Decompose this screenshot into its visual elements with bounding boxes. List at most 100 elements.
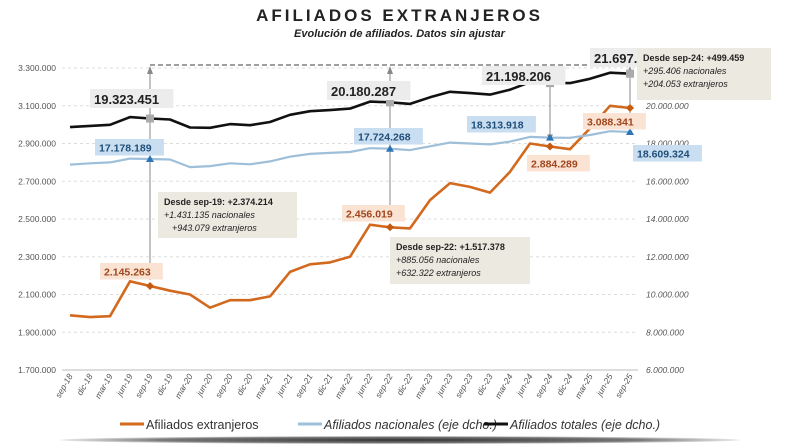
x-tick-label: sep-18	[53, 372, 75, 400]
annotation-text: +1.431.135 nacionales	[164, 210, 255, 220]
series-line-nacionales	[69, 130, 631, 169]
data-label-bg	[482, 66, 566, 85]
data-label-extranjeros: 2.884.289	[531, 159, 578, 171]
data-label-bg	[583, 113, 646, 130]
data-label-bg	[467, 116, 536, 133]
right-tick-label: 8.000.000	[646, 327, 684, 337]
right-tick-label: 18.000.000	[646, 139, 689, 149]
annotation-box	[637, 48, 771, 100]
x-tick-label: sep-25	[613, 372, 635, 400]
data-label-bg	[354, 128, 423, 145]
marker-extranjeros	[146, 281, 154, 290]
right-tick-label: 14.000.000	[646, 214, 689, 224]
left-tick-label: 3.300.000	[18, 63, 56, 73]
x-tick-label: sep-19	[133, 372, 155, 400]
marker-nacionales	[626, 127, 634, 135]
annotation-box	[158, 192, 297, 238]
data-label-nacionales: 18.609.324	[637, 149, 690, 161]
marker-extranjeros	[626, 103, 634, 112]
chart-subtitle: Evolución de afiliados. Datos sin ajusta…	[294, 28, 505, 40]
x-tick-label: dic-18	[74, 372, 94, 397]
x-tick-label: jun-25	[594, 372, 615, 399]
legend-label: Afiliados nacionales (eje dcho.)	[323, 418, 497, 432]
annotation-text: Desde sep-22: +1.517.378	[396, 242, 505, 252]
chart-title: AFILIADOS EXTRANJEROS	[256, 6, 543, 25]
x-tick-label: sep-21	[293, 372, 315, 400]
right-tick-label: 12.000.000	[646, 252, 689, 262]
annotation-text: +632.322 extranjeros	[396, 268, 481, 278]
data-label-bg	[95, 139, 164, 156]
right-tick-label: 20.000.000	[645, 101, 689, 111]
data-label-bg	[90, 89, 174, 108]
legend-label: Afiliados extranjeros	[146, 418, 259, 432]
x-tick-label: jun-23	[434, 372, 455, 399]
data-label-extranjeros: 2.456.019	[346, 209, 393, 221]
x-tick-label: jun-22	[354, 372, 375, 399]
left-tick-label: 3.100.000	[18, 101, 56, 111]
right-tick-label: 10.000.000	[646, 290, 689, 300]
decorative-shadow	[60, 436, 740, 444]
x-tick-label: jun-19	[114, 372, 135, 399]
x-tick-label: mar-21	[253, 372, 275, 400]
data-label-extranjeros: 3.088.341	[587, 117, 634, 129]
x-tick-label: sep-24	[533, 372, 555, 400]
marker-totales	[146, 114, 154, 123]
x-tick-label: jun-21	[274, 372, 295, 399]
arrow-head-icon	[387, 66, 393, 74]
x-tick-label: sep-22	[373, 372, 395, 400]
data-label-nacionales: 17.178.189	[99, 143, 152, 155]
annotation-text: Desde sep-19: +2.374.214	[164, 197, 273, 207]
data-label-totales: 20.180.287	[331, 84, 396, 99]
x-tick-label: jun-20	[194, 372, 215, 399]
data-label-totales: 21.198.206	[486, 69, 551, 84]
data-label-extranjeros: 2.145.263	[104, 267, 151, 279]
arrow-head-icon	[147, 66, 153, 74]
marker-extranjeros	[546, 142, 554, 151]
annotation-text: Desde sep-24: +499.459	[643, 53, 744, 63]
data-label-totales: 19.323.451	[94, 92, 159, 107]
x-tick-label: mar-19	[93, 372, 115, 400]
x-tick-label: mar-25	[573, 372, 595, 400]
x-tick-label: dic-19	[154, 372, 174, 397]
series-line-extranjeros	[69, 104, 631, 319]
data-label-bg	[342, 205, 405, 222]
marker-totales	[386, 98, 394, 107]
annotation-text: +885.056 nacionales	[396, 255, 480, 265]
marker-extranjeros	[386, 223, 394, 232]
annotation-text: +204.053 extranjeros	[643, 79, 728, 89]
x-tick-label: dic-21	[314, 372, 334, 397]
x-tick-label: dic-20	[234, 372, 254, 397]
annotation-text: +943.079 extranjeros	[172, 223, 257, 233]
left-tick-label: 1.900.000	[18, 327, 56, 337]
left-tick-label: 2.900.000	[18, 139, 56, 149]
legend-label: Afiliados totales (eje dcho.)	[509, 418, 660, 432]
x-tick-label: mar-24	[493, 372, 515, 400]
right-tick-label: 6.000.000	[646, 365, 684, 375]
left-tick-label: 2.700.000	[18, 176, 56, 186]
marker-nacionales	[146, 155, 154, 163]
marker-totales	[626, 69, 634, 78]
x-tick-label: dic-22	[394, 372, 414, 397]
left-tick-label: 2.100.000	[18, 290, 56, 300]
x-tick-label: dic-23	[474, 372, 494, 397]
annotation-text: +295.406 nacionales	[643, 66, 727, 76]
data-label-nacionales: 18.313.918	[471, 120, 524, 132]
left-tick-label: 2.300.000	[18, 252, 56, 262]
left-tick-label: 2.500.000	[18, 214, 56, 224]
data-label-bg	[100, 263, 163, 280]
x-tick-label: mar-20	[173, 372, 195, 400]
x-tick-label: jun-24	[514, 372, 535, 399]
data-label-bg	[327, 81, 411, 100]
right-tick-label: 16.000.000	[646, 176, 689, 186]
data-label-bg	[633, 145, 702, 162]
x-tick-label: sep-23	[453, 372, 475, 400]
marker-nacionales	[386, 144, 394, 152]
marker-nacionales	[546, 133, 554, 141]
x-tick-label: mar-23	[413, 372, 435, 400]
annotation-box	[390, 237, 530, 284]
x-tick-label: mar-22	[333, 372, 355, 400]
data-label-nacionales: 17.724.268	[358, 132, 411, 144]
x-tick-label: sep-20	[213, 372, 235, 400]
left-tick-label: 1.700.000	[18, 365, 56, 375]
